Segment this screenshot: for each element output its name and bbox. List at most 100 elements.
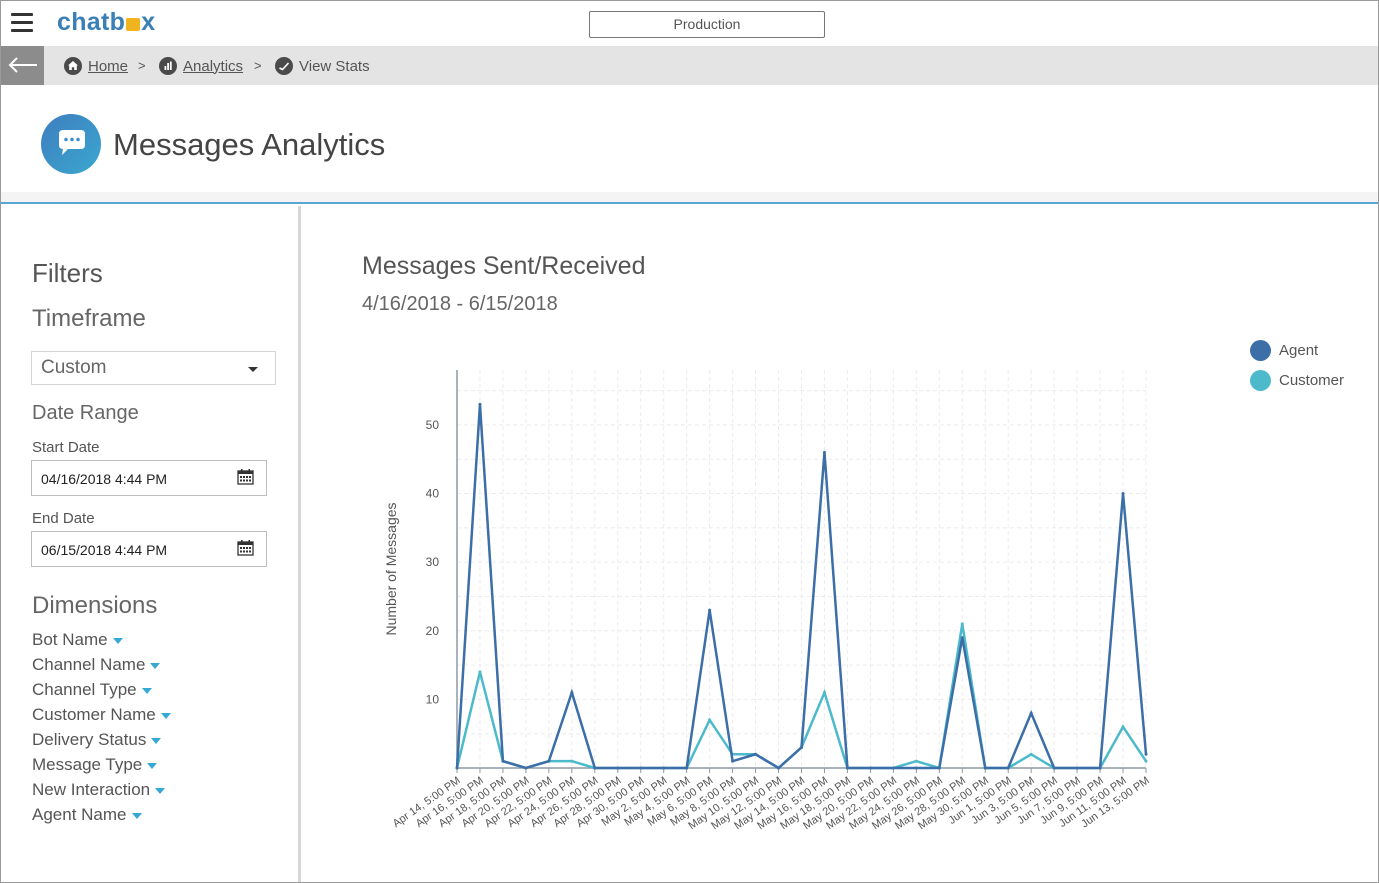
y-tick-label: 10 (426, 692, 440, 706)
data-point-agent (777, 766, 781, 770)
data-point-agent (960, 636, 964, 640)
data-point-agent (800, 745, 803, 749)
data-point-agent (983, 766, 987, 770)
data-point-agent (1006, 766, 1010, 770)
data-point-customer (708, 718, 712, 722)
timeframe-heading: Timeframe (32, 305, 146, 332)
data-point-agent (1029, 711, 1033, 715)
chevron-down-icon (248, 367, 258, 372)
data-point-customer (822, 691, 826, 695)
filters-sidebar: Filters Timeframe Custom Date Range Star… (1, 206, 301, 882)
data-point-agent (524, 766, 528, 770)
legend-agent-swatch (1250, 340, 1271, 361)
data-point-agent (937, 766, 941, 770)
data-point-customer (914, 759, 918, 763)
data-point-agent (501, 759, 505, 763)
dimension-label: Bot Name (32, 630, 108, 649)
data-point-agent (616, 766, 620, 770)
dimension-agent-name[interactable]: Agent Name (32, 805, 142, 825)
calendar-icon[interactable] (237, 469, 254, 488)
filters-heading: Filters (32, 258, 103, 288)
home-icon (64, 57, 82, 75)
start-date-label: Start Date (32, 439, 100, 456)
data-point-agent (754, 752, 758, 756)
page-title: Messages Analytics (113, 127, 386, 162)
data-point-agent (1144, 752, 1148, 756)
start-date-value: 04/16/2018 4:44 PM (41, 471, 168, 487)
y-tick-label: 50 (426, 418, 440, 432)
dimension-channel-type[interactable]: Channel Type (32, 680, 152, 700)
app-logo[interactable]: chatb x (57, 8, 155, 37)
dimension-label: Channel Name (32, 655, 146, 674)
breadcrumb-analytics[interactable]: Analytics (159, 57, 243, 75)
data-point-agent (1052, 766, 1056, 770)
end-date-label: End Date (32, 510, 95, 527)
calendar-icon[interactable] (237, 540, 254, 559)
end-date-input[interactable]: 06/15/2018 4:44 PM (31, 531, 267, 567)
chart-date-range: 4/16/2018 - 6/15/2018 (362, 293, 558, 315)
date-range-heading: Date Range (32, 402, 139, 424)
data-point-customer (570, 759, 574, 763)
trend-icon (275, 57, 293, 75)
timeframe-select[interactable]: Custom (31, 351, 276, 385)
dimension-label: Agent Name (32, 805, 127, 824)
caret-down-icon (147, 763, 158, 769)
hamburger-menu-icon[interactable] (11, 13, 33, 33)
dimension-label: Message Type (32, 755, 143, 774)
start-date-input[interactable]: 04/16/2018 4:44 PM (31, 460, 267, 496)
data-point-agent (547, 759, 551, 763)
environment-select[interactable]: Production (589, 11, 825, 38)
data-point-customer (1029, 752, 1033, 756)
data-point-agent (685, 766, 689, 770)
data-point-agent (639, 766, 643, 770)
breadcrumb-current: View Stats (275, 57, 370, 75)
legend-agent-label: Agent (1279, 342, 1319, 359)
data-point-agent (478, 402, 482, 406)
data-point-agent (593, 766, 597, 770)
data-point-agent (1121, 492, 1125, 496)
breadcrumb-home[interactable]: Home (64, 57, 128, 75)
dimension-label: Customer Name (32, 705, 156, 724)
logo-text-end: x (141, 8, 156, 36)
breadcrumb-separator: > (138, 58, 146, 73)
header-divider (1, 192, 1378, 204)
dimension-label: Delivery Status (32, 730, 147, 749)
data-point-agent (1098, 766, 1102, 770)
data-point-agent (708, 608, 712, 612)
y-tick-label: 30 (426, 555, 440, 569)
dimension-bot-name[interactable]: Bot Name (32, 630, 123, 650)
data-point-agent (868, 766, 872, 770)
legend-customer-label: Customer (1279, 372, 1345, 389)
legend-agent[interactable]: Agent (1250, 340, 1318, 361)
breadcrumb-analytics-link[interactable]: Analytics (183, 57, 244, 75)
breadcrumb-home-link[interactable]: Home (88, 57, 129, 75)
legend-customer-swatch (1250, 370, 1271, 391)
chart-title: Messages Sent/Received (362, 252, 646, 280)
dimension-customer-name[interactable]: Customer Name (32, 705, 171, 725)
caret-down-icon (160, 713, 171, 719)
bar-chart-icon (159, 57, 177, 75)
caret-down-icon (112, 638, 123, 644)
logo-text-start: chatb (57, 8, 126, 36)
y-axis-title: Number of Messages (383, 502, 399, 635)
dimension-channel-name[interactable]: Channel Name (32, 655, 161, 675)
dimensions-heading: Dimensions (32, 592, 158, 619)
data-point-agent (731, 759, 735, 763)
data-point-customer (1144, 759, 1148, 763)
dimension-message-type[interactable]: Message Type (32, 755, 158, 775)
y-tick-label: 20 (426, 624, 440, 638)
legend-customer[interactable]: Customer (1250, 370, 1344, 391)
dimension-delivery-status[interactable]: Delivery Status (32, 730, 162, 750)
logo-box-icon (126, 18, 141, 31)
chart-panel: Messages Sent/Received 4/16/2018 - 6/15/… (304, 206, 1378, 882)
data-point-customer (1121, 725, 1125, 729)
timeframe-value: Custom (41, 357, 107, 378)
data-point-agent (1075, 766, 1079, 770)
caret-down-icon (131, 813, 142, 819)
back-button[interactable] (1, 46, 44, 85)
dimension-new-interaction[interactable]: New Interaction (32, 780, 166, 800)
top-bar: chatb x Production (1, 1, 1378, 46)
page-header: Messages Analytics (1, 85, 1378, 192)
data-point-agent (822, 450, 826, 454)
